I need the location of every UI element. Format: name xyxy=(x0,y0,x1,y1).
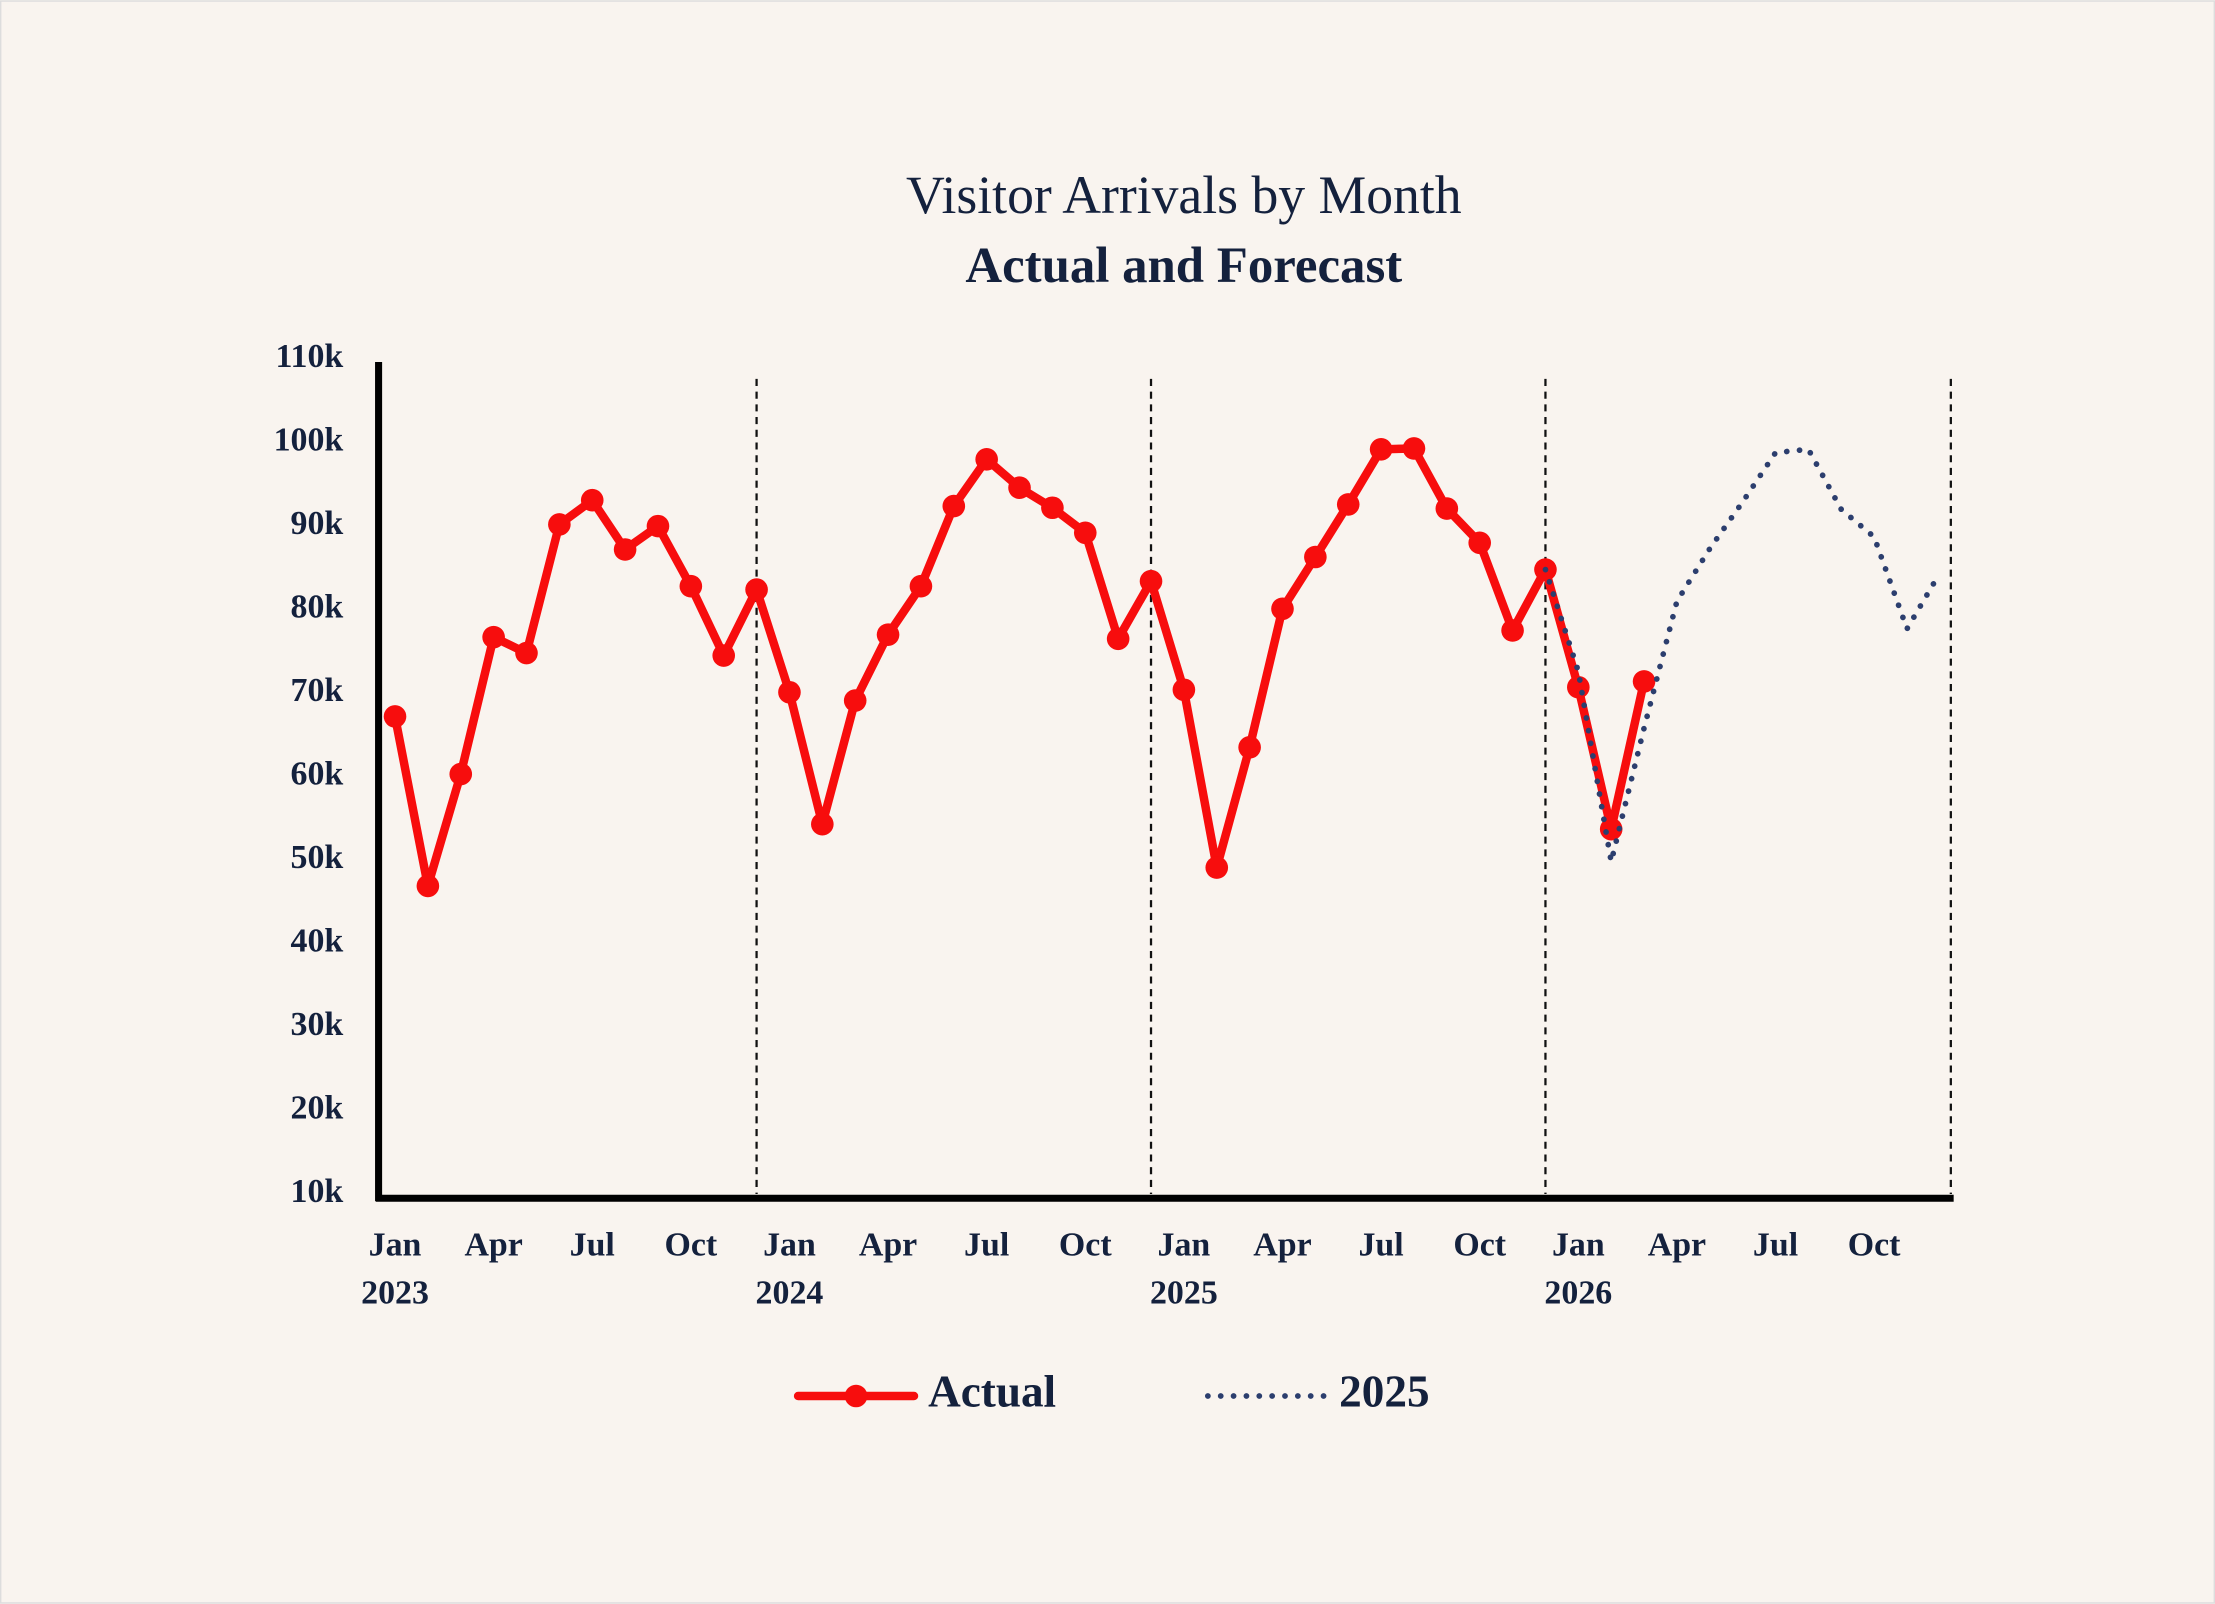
data-point xyxy=(1632,670,1656,693)
data-point xyxy=(1369,438,1393,461)
chart-subtitle: Actual and Forecast xyxy=(965,237,1402,293)
data-point xyxy=(1304,545,1327,569)
data-point xyxy=(1139,569,1163,593)
x-year-label: 2024 xyxy=(756,1274,824,1311)
legend-label: 2025 xyxy=(1339,1366,1429,1416)
data-point xyxy=(843,689,867,712)
data-point xyxy=(1041,496,1064,520)
x-tick-label: Apr xyxy=(859,1226,917,1263)
y-tick-label: 70k xyxy=(291,672,344,709)
data-point xyxy=(745,578,768,601)
data-point xyxy=(876,623,900,646)
y-tick-label: 40k xyxy=(291,922,344,959)
x-tick-label: Apr xyxy=(1253,1226,1311,1263)
chart-title: Visitor Arrivals by Month xyxy=(906,165,1462,225)
data-point xyxy=(778,680,801,704)
data-point xyxy=(515,641,538,665)
legend-marker xyxy=(844,1384,868,1408)
data-point xyxy=(811,812,834,836)
x-tick-label: Jan xyxy=(1158,1226,1211,1263)
data-point xyxy=(449,762,473,786)
y-tick-label: 100k xyxy=(274,421,344,458)
data-point xyxy=(1106,627,1130,651)
data-point xyxy=(975,448,998,471)
y-tick-label: 50k xyxy=(291,839,344,876)
data-point xyxy=(1468,531,1492,555)
y-tick-label: 60k xyxy=(291,755,344,792)
y-tick-label: 90k xyxy=(291,505,344,542)
x-tick-label: Jan xyxy=(1552,1226,1605,1263)
data-point xyxy=(646,514,670,538)
data-point xyxy=(1205,856,1229,879)
x-tick-label: Oct xyxy=(1059,1226,1112,1263)
x-year-label: 2026 xyxy=(1544,1274,1612,1311)
data-point xyxy=(1172,678,1196,702)
x-tick-label: Apr xyxy=(464,1226,522,1263)
data-point xyxy=(1501,619,1524,642)
x-tick-label: Jul xyxy=(964,1226,1009,1263)
data-point xyxy=(712,644,736,667)
y-tick-label: 30k xyxy=(291,1006,344,1043)
x-tick-label: Jul xyxy=(1358,1226,1403,1263)
data-point xyxy=(1238,736,1261,759)
data-point xyxy=(679,574,703,598)
data-point xyxy=(1336,493,1360,516)
y-tick-label: 10k xyxy=(291,1173,344,1210)
data-point xyxy=(1073,521,1097,545)
data-point xyxy=(1402,437,1426,460)
x-year-label: 2025 xyxy=(1150,1274,1218,1311)
data-point xyxy=(909,574,933,598)
x-tick-label: Jul xyxy=(1753,1226,1798,1263)
x-tick-label: Jul xyxy=(570,1226,615,1263)
data-point xyxy=(1271,597,1294,621)
data-point xyxy=(482,625,505,649)
data-point xyxy=(1008,476,1031,500)
x-year-label: 2023 xyxy=(361,1274,429,1311)
data-point xyxy=(1435,497,1459,520)
y-tick-label: 20k xyxy=(291,1089,344,1126)
x-tick-label: Oct xyxy=(1848,1226,1901,1263)
data-point xyxy=(416,874,440,898)
x-tick-label: Apr xyxy=(1648,1226,1706,1263)
data-point xyxy=(613,538,637,561)
x-tick-label: Jan xyxy=(763,1226,816,1263)
x-tick-label: Oct xyxy=(664,1226,717,1263)
data-point xyxy=(580,488,604,512)
data-point xyxy=(548,513,571,536)
legend-label: Actual xyxy=(928,1366,1056,1416)
x-tick-label: Jan xyxy=(369,1226,422,1263)
data-point xyxy=(383,705,407,728)
y-tick-label: 80k xyxy=(291,588,344,625)
data-point xyxy=(942,494,966,518)
y-tick-label: 110k xyxy=(275,338,343,375)
x-tick-label: Oct xyxy=(1453,1226,1506,1263)
